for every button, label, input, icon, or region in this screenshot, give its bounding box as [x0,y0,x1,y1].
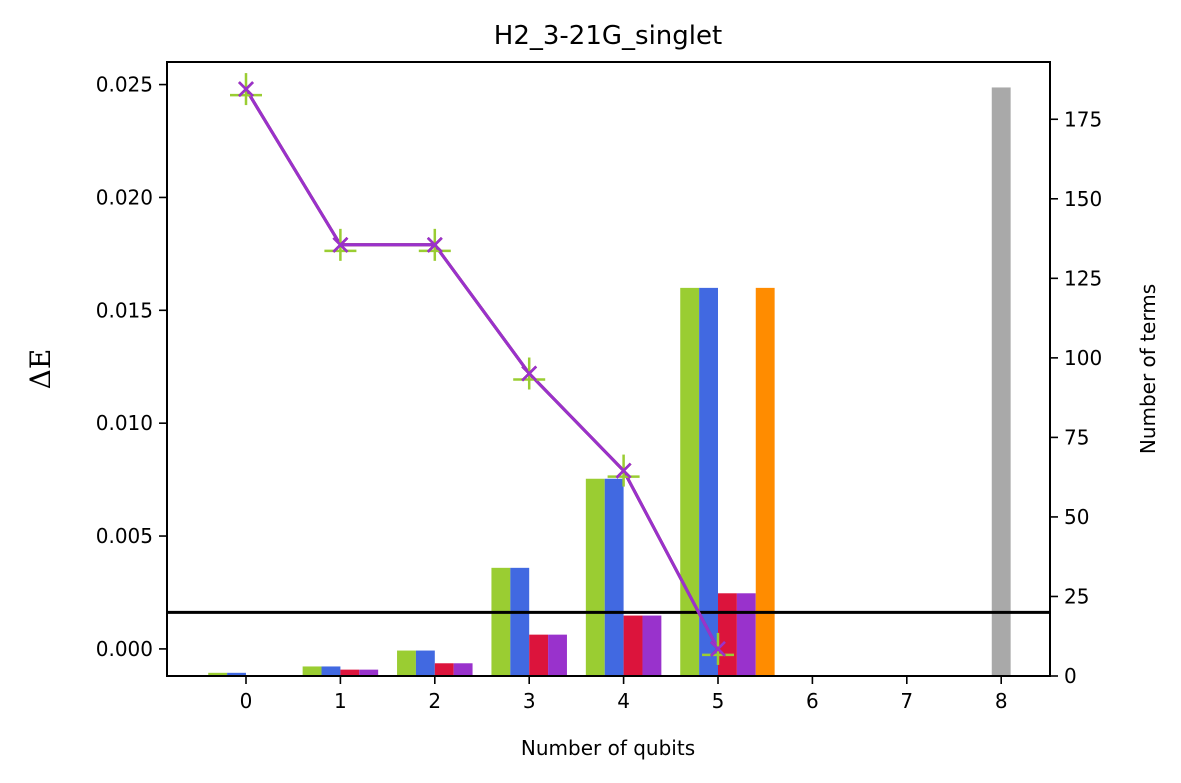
bar-s5-0 [991,87,1011,676]
marker-s3-0 [238,81,254,97]
x-axis-label: Number of qubits [521,736,695,760]
y-right-tick-label-0: 0 [1064,664,1077,688]
bar-s2-1 [340,669,360,676]
y-left-tick-label-3: 0.015 [96,298,153,322]
energy-line-2 [244,88,720,650]
bar-s3-1 [359,669,379,676]
bar-s3-3 [548,634,567,676]
bar-s1-2 [415,650,435,676]
energy-lines-layer [230,73,734,665]
y-right-tick-label-3: 75 [1064,425,1089,449]
bar-s2-5 [718,593,737,676]
bar-s0-2 [397,650,416,676]
y-left-tick-label-1: 0.005 [96,524,153,548]
marker-s3-2 [426,236,443,253]
y-left-axis-ticks: 0.000 0.005 0.010 0.015 0.020 0.025 [96,73,167,661]
bar-s0-3 [491,567,511,676]
x-tick-label-0: 0 [240,689,253,713]
y-right-axis-label: Number of terms [1136,284,1160,454]
x-tick-label-7: 7 [900,689,913,713]
marker-s3-3 [521,365,538,382]
marker-s3-4 [615,462,632,479]
marker-s3-1 [332,236,349,253]
bar-s1-4 [604,478,624,676]
x-tick-label-8: 8 [995,689,1008,713]
y-left-tick-label-0: 0.000 [96,637,153,661]
x-tick-label-2: 2 [428,689,441,713]
x-tick-label-3: 3 [523,689,536,713]
y-left-tick-label-2: 0.010 [96,411,153,435]
energy-line-1 [244,88,720,650]
bar-s0-1 [302,666,322,676]
energy-line-0 [244,88,720,650]
bar-s3-2 [453,663,473,676]
bar-s1-3 [510,567,530,676]
bar-s3-4 [642,615,662,676]
y-right-tick-label-6: 150 [1064,187,1102,211]
energy-line-3 [244,88,720,650]
y-left-axis-label: ΔE [24,349,57,390]
x-tick-label-4: 4 [617,689,630,713]
y-right-tick-label-2: 50 [1064,505,1089,529]
bar-s4-0 [755,287,775,676]
plot-frame [166,61,1051,677]
bar-s0-0 [208,672,228,676]
y-left-tick-label-4: 0.020 [96,185,153,209]
chart-title: H2_3-21G_singlet [494,21,722,51]
bar-s2-3 [529,634,549,676]
bar-s1-0 [227,672,246,676]
bar-s2-2 [434,663,454,676]
bars-layer [208,87,1011,677]
y-right-tick-label-1: 25 [1064,584,1089,608]
bar-s2-4 [623,615,643,676]
y-right-tick-label-7: 175 [1064,107,1102,131]
y-left-tick-label-5: 0.025 [96,73,153,97]
y-right-tick-label-4: 100 [1064,346,1102,370]
x-tick-label-1: 1 [334,689,347,713]
y-right-axis-ticks: 0 25 50 75 100 125 150 175 [1050,107,1102,688]
y-right-tick-label-5: 125 [1064,266,1102,290]
x-tick-label-5: 5 [712,689,725,713]
bar-s3-5 [736,593,756,676]
x-tick-label-6: 6 [806,689,819,713]
x-axis-ticks: 0 1 2 3 4 5 6 7 8 [240,676,1008,713]
bar-s1-1 [321,666,341,676]
marker-s3-5 [710,641,726,657]
bar-s0-5 [680,287,700,676]
bar-s0-4 [585,478,605,676]
axes-layer [166,61,1051,677]
bar-s1-5 [699,287,718,676]
